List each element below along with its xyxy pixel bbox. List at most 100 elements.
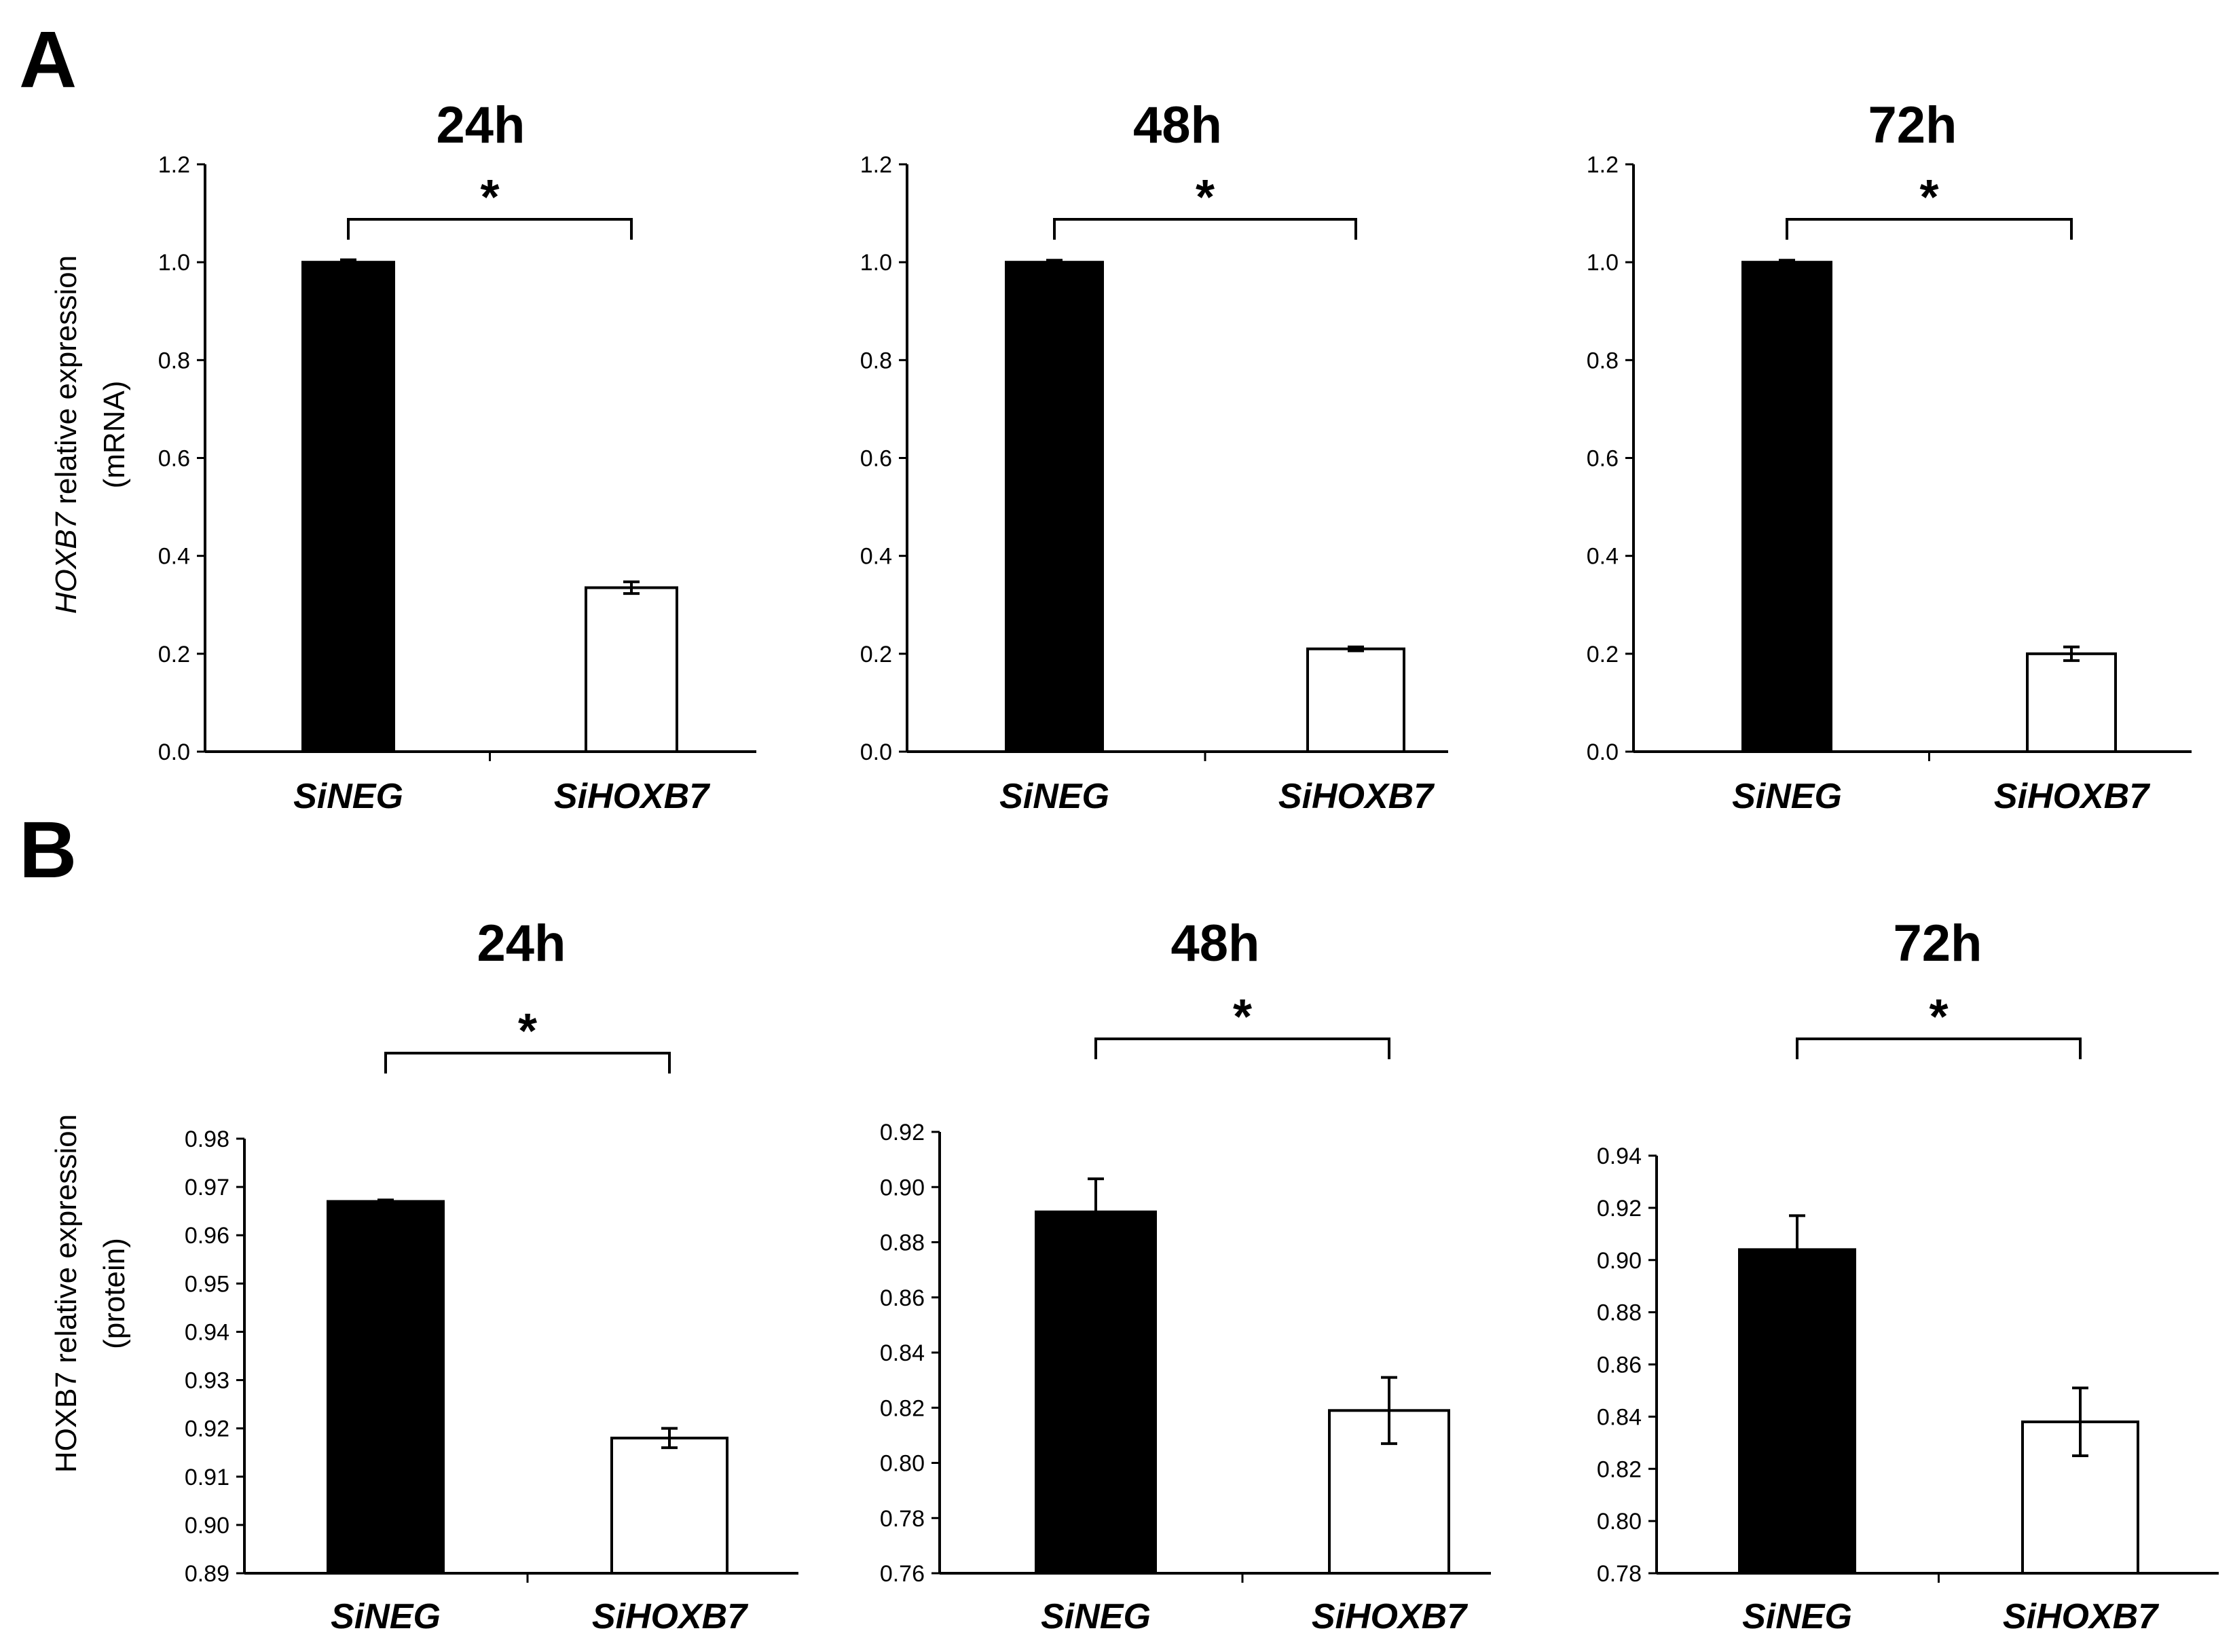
chart-a-48h: 48h 0.0 0.2 0.4 0.6 0.8 1.0 1.2 SiNEG SiHOXB7 *: [860, 96, 1448, 816]
y-tick-label: 0.95: [185, 1271, 229, 1297]
chart-b-24h: 24h 0.89 0.90 0.91 0.92 0.93 0.94 0.95 0.96 0.97 0…: [185, 915, 798, 1636]
y-tick-label: 0.6: [158, 446, 190, 472]
bar-sineg: [1741, 261, 1832, 753]
y-tick-label: 1.0: [158, 250, 190, 276]
y-tick-label: 0.86: [1597, 1353, 1642, 1378]
y-axis-label-mrna: HOXB7 relative expression: [50, 255, 83, 614]
chart-a-72h: 72h 0.0 0.2 0.4 0.6 0.8 1.0 1.2 SiNEG SiHOXB7 *: [1587, 96, 2192, 816]
bar-sineg: [1738, 1248, 1856, 1575]
chart-title: 24h: [437, 96, 525, 154]
y-tick-label: 0.92: [185, 1416, 229, 1442]
y-tick-label: 0.86: [880, 1285, 925, 1311]
y-tick-label: 0.89: [185, 1561, 229, 1587]
y-tick-label: 1.2: [860, 152, 892, 178]
y-axis-label-mrna-unit: (mRNA): [98, 381, 131, 489]
y-tick-label: 0.93: [185, 1368, 229, 1394]
y-tick-label: 0.8: [1587, 348, 1619, 373]
y-tick-label: 1.2: [1587, 152, 1619, 178]
significance-bracket: [1094, 1038, 1390, 1059]
error-bar-sineg: [377, 1198, 394, 1205]
y-tick-label: 0.2: [860, 642, 892, 667]
y-tick-label: 0.0: [158, 739, 190, 765]
y-tick-label: 0.82: [880, 1395, 925, 1421]
y-tick-label: 0.97: [185, 1175, 229, 1200]
significance-star: *: [518, 1004, 537, 1059]
category-label: SiHOXB7: [1278, 777, 1435, 816]
chart-b-48h: 48h 0.76 0.78 0.80 0.82 0.84 0.86 0.88 0.90 0.92 S…: [880, 915, 1491, 1636]
y-tick-label: 0.84: [880, 1340, 925, 1366]
chart-title: 48h: [1133, 96, 1222, 154]
significance-star: *: [1929, 990, 1948, 1044]
y-axis-label-mrna-text: relative expression: [50, 255, 83, 513]
y-tick-label: 0.6: [860, 446, 892, 472]
y-axis-label-mrna-gene: HOXB7: [50, 511, 83, 614]
bar-sihoxb7: [2026, 652, 2117, 753]
bar-sineg: [1005, 261, 1104, 753]
chart-title: 72h: [1894, 915, 1982, 972]
significance-star: *: [1196, 170, 1215, 225]
y-tick-label: 0.90: [880, 1175, 925, 1200]
chart-title: 24h: [477, 915, 566, 972]
category-label: SiNEG: [999, 777, 1109, 816]
significance-bracket: [1796, 1038, 2082, 1059]
y-tick-label: 0.80: [1597, 1509, 1642, 1535]
y-tick-label: 1.2: [158, 152, 190, 178]
y-tick-label: 0.94: [185, 1319, 229, 1345]
chart-b-72h: 72h 0.78 0.80 0.82 0.84 0.86 0.88 0.90 0.92 0.94 S…: [1597, 915, 2219, 1636]
error-bar-sihoxb7: [623, 580, 640, 595]
category-label: SiNEG: [1732, 777, 1842, 816]
significance-bracket: [384, 1052, 671, 1073]
error-bar-sihoxb7: [1381, 1376, 1397, 1446]
panel-letter-a: A: [19, 15, 77, 105]
y-tick-label: 0.92: [1597, 1196, 1642, 1222]
y-tick-label: 0.76: [880, 1561, 925, 1587]
significance-star: *: [1233, 990, 1252, 1044]
significance-star: *: [480, 170, 499, 225]
y-axis-label-protein-unit: (protein): [98, 1238, 131, 1349]
y-tick-label: 0.98: [185, 1126, 229, 1152]
y-tick-label: 0.6: [1587, 446, 1619, 472]
category-label: SiHOXB7: [554, 777, 710, 816]
category-label: SiNEG: [293, 777, 403, 816]
category-label: SiNEG: [1041, 1597, 1151, 1636]
chart-title: 48h: [1171, 915, 1260, 972]
significance-bracket: [1053, 218, 1357, 240]
y-tick-label: 0.8: [158, 348, 190, 373]
y-tick-label: 0.88: [1597, 1300, 1642, 1326]
bar-sihoxb7: [1306, 647, 1405, 753]
y-tick-label: 0.82: [1597, 1456, 1642, 1482]
y-tick-label: 0.94: [1597, 1143, 1642, 1169]
y-tick-label: 0.96: [185, 1223, 229, 1249]
category-label: SiHOXB7: [1994, 777, 2150, 816]
y-tick-label: 0.78: [1597, 1561, 1642, 1587]
y-tick-label: 0.0: [860, 739, 892, 765]
y-tick-label: 0.8: [860, 348, 892, 373]
y-tick-label: 0.4: [158, 544, 190, 570]
y-tick-label: 0.88: [880, 1230, 925, 1256]
error-bar-sihoxb7: [1348, 645, 1364, 653]
bar-sihoxb7: [610, 1436, 728, 1575]
y-tick-label: 0.78: [880, 1506, 925, 1532]
y-tick-label: 0.4: [860, 544, 892, 570]
panel-letter-b: B: [19, 805, 77, 895]
chart-a-24h: 24h 0.0 0.2 0.4 0.6 0.8 1.0 1.2 SiNEG SiHOXB7 *: [158, 96, 756, 816]
error-bar-sineg: [1088, 1177, 1104, 1212]
error-bar-sineg: [340, 258, 356, 266]
y-tick-label: 0.2: [158, 642, 190, 667]
y-tick-label: 0.2: [1587, 642, 1619, 667]
y-tick-label: 0.84: [1597, 1404, 1642, 1430]
bar-sineg: [1035, 1210, 1157, 1575]
error-bar-sineg: [1779, 259, 1795, 266]
significance-star: *: [1919, 170, 1938, 225]
y-tick-label: 0.92: [880, 1120, 925, 1145]
category-label: SiNEG: [1742, 1597, 1852, 1636]
y-tick-label: 1.0: [860, 250, 892, 276]
y-tick-label: 0.91: [185, 1465, 229, 1490]
error-bar-sihoxb7: [2063, 645, 2080, 662]
y-tick-label: 0.90: [1597, 1248, 1642, 1274]
error-bar-sineg: [1789, 1214, 1805, 1250]
bar-sineg: [327, 1200, 445, 1575]
chart-title: 72h: [1868, 96, 1957, 154]
category-label: SiNEG: [331, 1597, 441, 1636]
